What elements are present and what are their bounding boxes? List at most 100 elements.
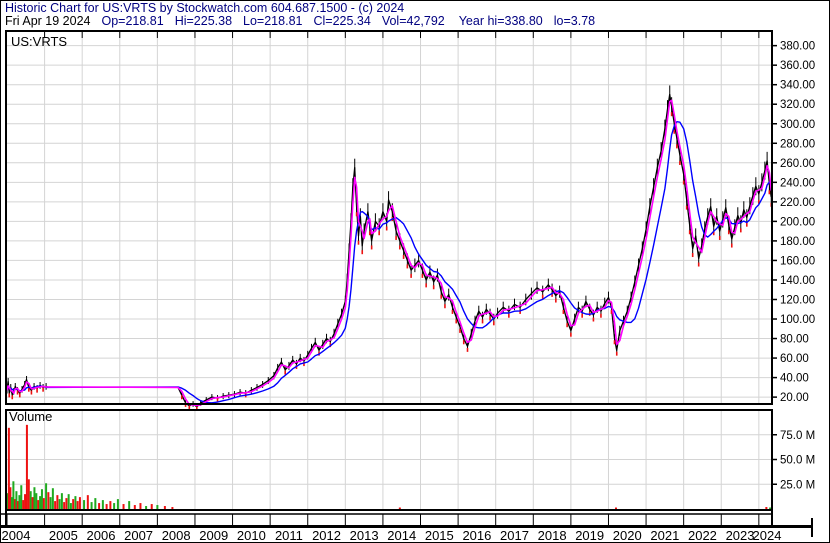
volume-bar	[171, 507, 174, 509]
price-tick-label: 280.00	[780, 138, 815, 150]
volume-bar	[83, 500, 86, 509]
volume-bar	[156, 505, 159, 509]
volume-bar	[65, 498, 68, 509]
year-label: 2017	[500, 528, 529, 543]
fast-ma-line	[6, 99, 772, 407]
volume-bar	[45, 483, 48, 509]
year-label: 2007	[124, 528, 153, 543]
volume-bar	[37, 500, 40, 509]
year-label: 2009	[199, 528, 228, 543]
price-tick-label: 20.00	[780, 392, 809, 404]
volume-bar	[105, 504, 108, 509]
volume-bar	[40, 489, 43, 509]
year-label: 2011	[275, 528, 303, 543]
price-tick-label: 320.00	[780, 99, 815, 111]
volume-bar	[76, 501, 79, 509]
volume-bar	[74, 496, 77, 509]
year-label: 2015	[425, 528, 454, 543]
symbol-label: US:VRTS	[11, 34, 68, 49]
volume-bar	[614, 507, 617, 509]
volume-bar	[39, 496, 42, 509]
volume-bar	[18, 495, 21, 509]
year-label: 2004	[2, 528, 31, 543]
year-stat: Year hi=338.80	[458, 14, 543, 28]
volume-bar	[24, 494, 27, 509]
quote-stat: Vol=42,792	[381, 14, 445, 28]
volume-bar	[150, 504, 153, 509]
price-line	[6, 93, 772, 408]
chart-title-line: Historic Chart for US:VRTS by Stockwatch…	[5, 1, 405, 15]
year-label: 2024	[753, 528, 782, 543]
year-label: 2022	[688, 528, 717, 543]
price-tick-label: 40.00	[780, 373, 809, 385]
quote-stat: Op=218.81	[101, 14, 164, 28]
volume-bar	[56, 495, 59, 509]
volume-bar	[13, 499, 16, 509]
year-label: 2016	[462, 528, 491, 543]
volume-bar	[54, 501, 57, 509]
volume-bar	[35, 493, 38, 509]
volume-bar	[63, 502, 66, 509]
volume-bar	[58, 499, 61, 509]
volume-tick-label: 25.0 M	[780, 479, 815, 491]
volume-bar	[128, 501, 131, 509]
price-tick-label: 360.00	[780, 60, 815, 72]
price-tick-label: 140.00	[780, 275, 815, 287]
quote-stats-line: Fri Apr 19 2024 Op=218.81 Hi=225.38 Lo=218.…	[5, 15, 595, 28]
volume-bar	[90, 502, 93, 509]
price-tick-label: 100.00	[780, 314, 815, 326]
year-label: 2020	[613, 528, 642, 543]
volume-bar	[20, 485, 23, 509]
volume-bar	[10, 497, 13, 509]
volume-bar	[12, 481, 15, 509]
volume-bar	[67, 494, 70, 509]
quote-date: Fri Apr 19 2024	[5, 14, 91, 28]
price-tick-label: 260.00	[780, 158, 815, 170]
year-label: 2006	[87, 528, 116, 543]
volume-bar	[98, 503, 101, 509]
volume-bar	[7, 427, 10, 509]
quote-stat: Cl=225.34	[313, 14, 371, 28]
quote-stat: Hi=225.38	[174, 14, 233, 28]
year-label: 2010	[237, 528, 266, 543]
price-series	[6, 85, 773, 411]
volume-bar	[101, 500, 104, 509]
slow-ma-line	[6, 120, 772, 404]
volume-bar	[769, 507, 772, 509]
price-tick-label: 200.00	[780, 216, 815, 228]
volume-bar	[51, 488, 54, 509]
quote-stat: Lo=218.81	[243, 14, 303, 28]
axis-labels: 20.00 40.00 60.00 80.00 100.00 120.00 140.00 16…	[2, 41, 816, 543]
price-tick-label: 120.00	[780, 294, 815, 306]
price-tick-label: 300.00	[780, 119, 815, 131]
volume-bar	[16, 501, 19, 509]
volume-label: Volume	[9, 409, 53, 424]
pane-borders	[1, 30, 813, 537]
volume-bar	[15, 491, 18, 509]
volume-bar	[29, 491, 32, 509]
price-tick-label: 220.00	[780, 197, 815, 209]
volume-bar	[72, 499, 75, 509]
price-tick-label: 240.00	[780, 177, 815, 189]
volume-bar	[163, 506, 166, 509]
year-stat: lo=3.78	[553, 14, 596, 28]
volume-bar	[398, 507, 401, 509]
volume-bar	[765, 507, 768, 509]
price-tick-label: 80.00	[780, 334, 809, 346]
volume-bar	[22, 500, 25, 509]
volume-bar	[25, 424, 28, 509]
volume-bar	[31, 497, 34, 509]
year-label: 2018	[538, 528, 567, 543]
volume-bar	[27, 479, 30, 509]
volume-bars	[6, 424, 772, 509]
year-label: 2013	[350, 528, 379, 543]
year-label: 2019	[575, 528, 604, 543]
year-label: 2012	[312, 528, 341, 543]
volume-bar	[86, 495, 89, 509]
price-tick-label: 180.00	[780, 236, 815, 248]
volume-tick-label: 75.0 M	[780, 430, 815, 442]
grid-lines	[7, 32, 771, 509]
volume-bar	[113, 503, 116, 509]
